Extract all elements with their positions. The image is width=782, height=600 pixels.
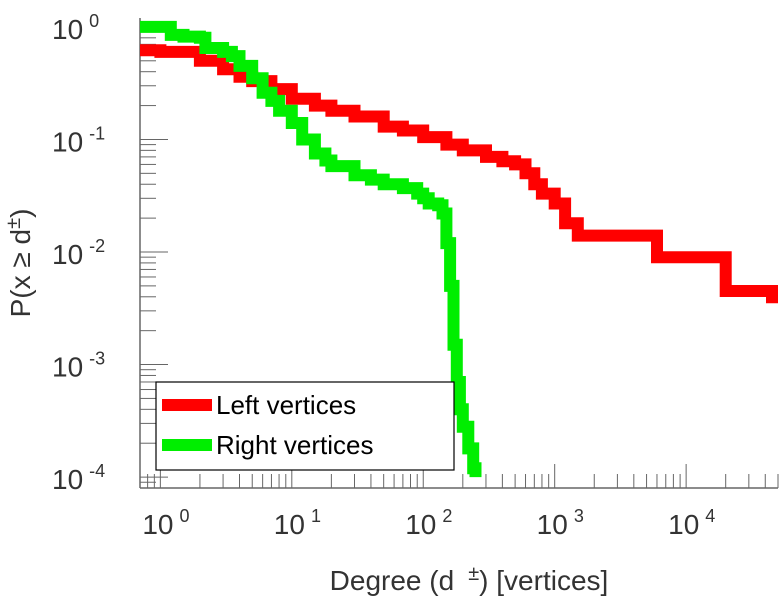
x-tick-label: 10 1 (274, 506, 321, 540)
y-axis-title: P(x ≥ d±) (3, 209, 36, 318)
axis-titles: Degree (d ±) [vertices] P(x ≥ d±) (3, 209, 608, 596)
x-tick-label: 10 4 (668, 506, 715, 540)
legend-box (155, 381, 455, 471)
x-tick-label: 10 2 (405, 506, 452, 540)
y-tick-label: 10 -1 (52, 123, 105, 157)
x-tick-label: 10 3 (537, 506, 584, 540)
y-tick-label: 10 0 (52, 11, 99, 45)
y-tick-label: 10 -3 (52, 349, 105, 383)
x-tick-label: 10 0 (142, 506, 189, 540)
legend-label-left: Left vertices (216, 390, 356, 420)
y-tick-label: 10 -2 (52, 236, 105, 270)
legend: Left vertices Right vertices (155, 381, 455, 471)
legend-label-right: Right vertices (216, 430, 374, 460)
series-lines (140, 20, 778, 478)
tick-labels: 10 0 10 1 10 2 10 3 10 4 10 0 10 -1 10 -2 10 -3 10 -4 (52, 11, 715, 540)
x-axis-title: Degree (d ±) [vertices] (330, 563, 609, 596)
series-line-right-vertices (140, 20, 482, 478)
y-tick-label: 10 -4 (52, 461, 105, 495)
